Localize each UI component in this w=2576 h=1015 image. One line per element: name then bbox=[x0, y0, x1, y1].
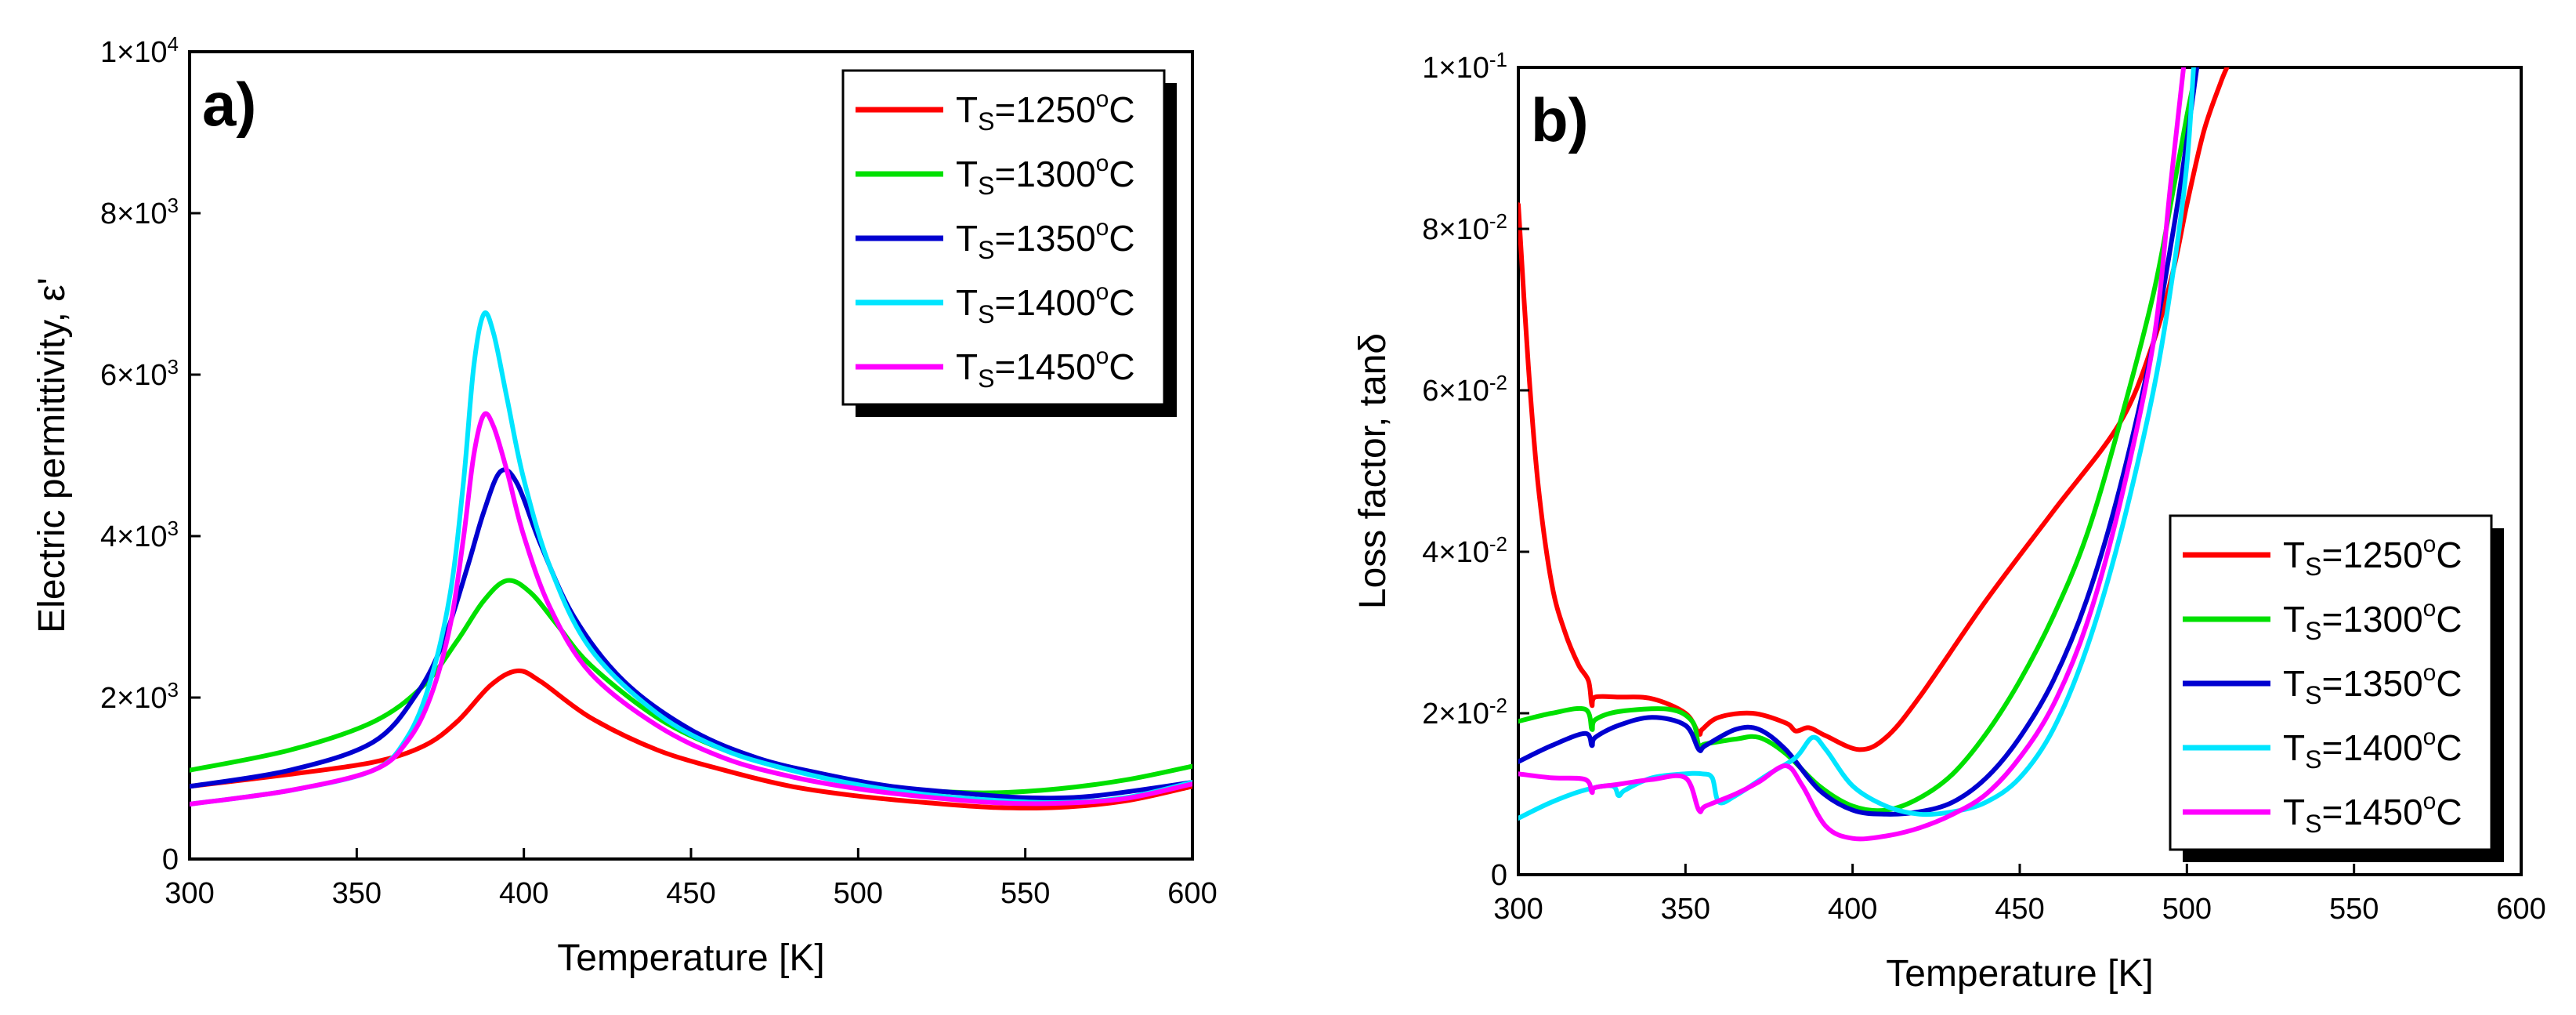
x-tick-label: 300 bbox=[165, 877, 214, 910]
x-tick-label: 450 bbox=[1995, 893, 2044, 926]
panel-b-y-ticks: 0 2×10-2 4×10-2 6×10-2 8×10-2 1×10-1 bbox=[1422, 48, 1529, 892]
x-tick-label: 300 bbox=[1493, 893, 1543, 926]
x-tick-label: 550 bbox=[2329, 893, 2379, 926]
x-tick-label: 500 bbox=[2162, 893, 2212, 926]
legend-label-2: TS=1300oC bbox=[956, 150, 1135, 200]
series-line-5 bbox=[1518, 67, 2187, 842]
series-line-4 bbox=[1518, 67, 2196, 821]
legend-label-3: TS=1350oC bbox=[2283, 660, 2462, 709]
legend-label-4: TS=1400oC bbox=[956, 279, 1135, 328]
legend-label-4: TS=1400oC bbox=[2283, 724, 2462, 774]
y-tick-label: 4×10-2 bbox=[1422, 532, 1507, 569]
y-tick-label: 0 bbox=[1491, 859, 1507, 892]
series-line-1 bbox=[1518, 67, 2230, 752]
panel-a-y-ticks: 0 2×103 4×103 6×103 8×103 1×104 bbox=[100, 32, 201, 876]
panel-a-x-axis-label: Temperature [K] bbox=[557, 937, 824, 979]
panel-a-series bbox=[190, 310, 1192, 810]
legend-label-2: TS=1300oC bbox=[2283, 596, 2462, 645]
panel-a-x-ticks: 300 350 400 450 500 550 600 bbox=[165, 848, 1217, 910]
y-tick-label: 6×10-2 bbox=[1422, 371, 1507, 408]
series-line-5 bbox=[190, 411, 1192, 807]
panel-a-legend-items: TS=1250oC TS=1300oC TS=1350oC TS=1400oC TS=1… bbox=[856, 86, 1135, 393]
y-tick-label: 2×10-2 bbox=[1422, 694, 1507, 730]
x-tick-label: 400 bbox=[499, 877, 548, 910]
panel-b-series bbox=[1518, 67, 2230, 842]
series-line-3 bbox=[1518, 67, 2200, 817]
panel-a-label: a) bbox=[202, 70, 256, 139]
y-tick-label: 6×103 bbox=[100, 355, 179, 392]
panel-b-x-axis-label: Temperature [K] bbox=[1886, 953, 2153, 995]
panel-b-label: b) bbox=[1531, 85, 1589, 154]
x-tick-label: 350 bbox=[1661, 893, 1710, 926]
y-tick-label: 1×10-1 bbox=[1422, 48, 1507, 85]
panel-b-legend: TS=1250oC TS=1300oC TS=1350oC TS=1400oC TS=1… bbox=[2169, 514, 2504, 862]
y-tick-label: 1×104 bbox=[100, 32, 179, 69]
legend-label-1: TS=1250oC bbox=[956, 86, 1135, 136]
panel-a-y-axis-label: Electric permittivity, ε' bbox=[31, 277, 73, 633]
panel-b-x-ticks: 300 350 400 450 500 550 600 bbox=[1493, 864, 2546, 926]
x-tick-label: 500 bbox=[834, 877, 883, 910]
x-tick-label: 600 bbox=[1167, 877, 1217, 910]
legend-label-5: TS=1450oC bbox=[2283, 788, 2462, 838]
legend-label-3: TS=1350oC bbox=[956, 215, 1135, 264]
legend-label-5: TS=1450oC bbox=[956, 343, 1135, 393]
y-tick-label: 0 bbox=[162, 843, 179, 876]
x-tick-label: 450 bbox=[666, 877, 715, 910]
x-tick-label: 600 bbox=[2496, 893, 2545, 926]
panel-b-y-axis-label: Loss factor, tanδ bbox=[1352, 333, 1394, 609]
x-tick-label: 400 bbox=[1828, 893, 1877, 926]
x-tick-label: 550 bbox=[1000, 877, 1050, 910]
legend-label-1: TS=1250oC bbox=[2283, 531, 2462, 581]
x-tick-label: 350 bbox=[332, 877, 382, 910]
series-line-1 bbox=[190, 668, 1192, 810]
panel-b-legend-items: TS=1250oC TS=1300oC TS=1350oC TS=1400oC TS=1… bbox=[2183, 531, 2462, 838]
y-tick-label: 2×103 bbox=[100, 678, 179, 715]
panel-b-loss-factor-chart: 300 350 400 450 500 550 600 0 2×10-2 4×10-2 6×10-… bbox=[1352, 48, 2546, 995]
series-line-3 bbox=[190, 467, 1192, 801]
panel-a-permittivity-chart: 300 350 400 450 500 550 600 0 2×103 4×103 6×103 8×… bbox=[31, 32, 1217, 979]
panel-a-legend: TS=1250oC TS=1300oC TS=1350oC TS=1400oC TS=1… bbox=[841, 69, 1177, 417]
series-line-2 bbox=[1518, 67, 2200, 814]
y-tick-label: 8×103 bbox=[100, 194, 179, 230]
y-tick-label: 4×103 bbox=[100, 517, 179, 553]
y-tick-label: 8×10-2 bbox=[1422, 209, 1507, 246]
